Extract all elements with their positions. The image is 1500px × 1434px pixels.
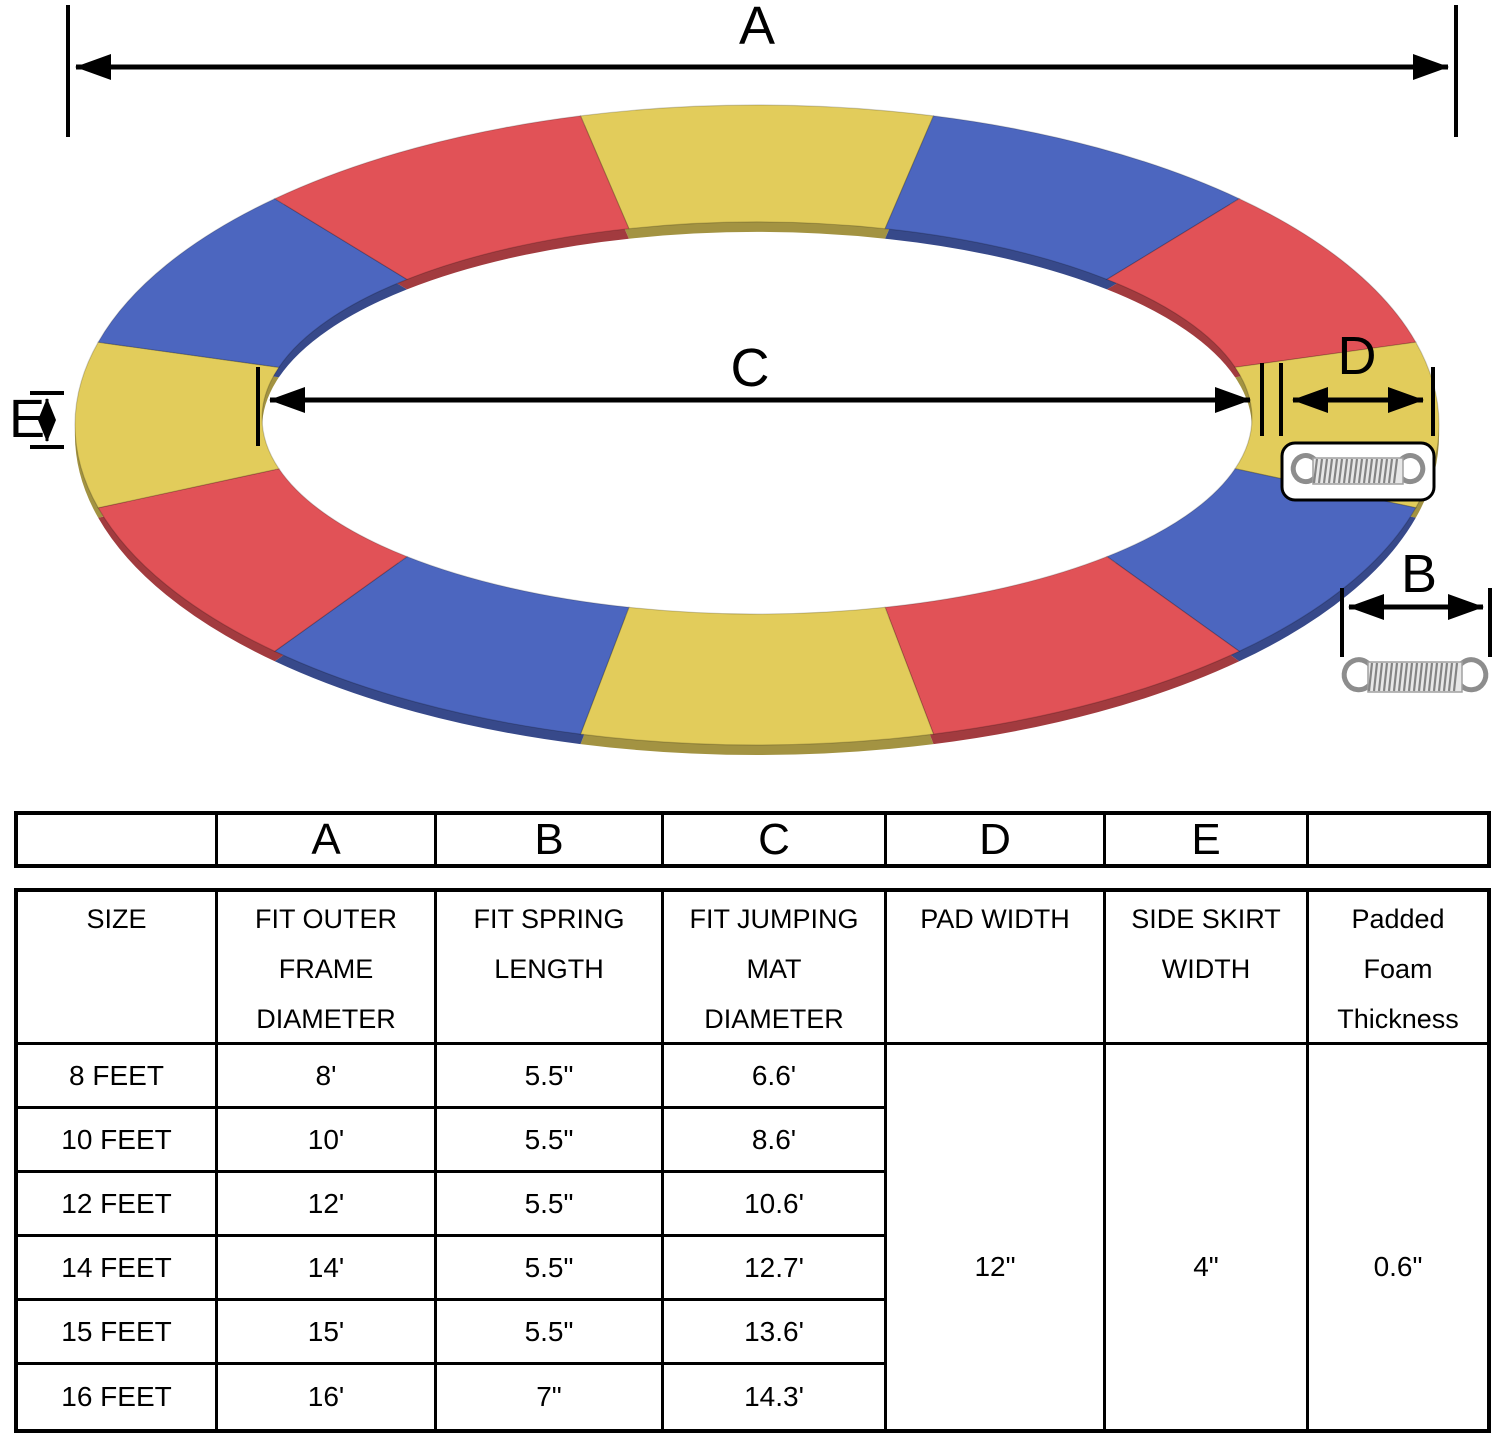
column-header-line: WIDTH bbox=[1161, 954, 1251, 984]
value-cell: 15' bbox=[218, 1301, 437, 1365]
column-header-cell: Padded Foam Thickness bbox=[1309, 892, 1487, 1045]
value-cell: 10.6' bbox=[664, 1173, 887, 1237]
size-cell: 14 FEET bbox=[18, 1237, 218, 1301]
value-cell: 14.3' bbox=[664, 1365, 887, 1429]
trampoline-pad-diagram: A C D E B bbox=[9, 0, 1492, 756]
dimension-e: E bbox=[9, 389, 64, 449]
dimension-b: B bbox=[1340, 544, 1492, 657]
trampoline-pad-ring bbox=[74, 104, 1440, 746]
column-header-line: FRAME bbox=[278, 954, 374, 984]
dimension-a: A bbox=[66, 0, 1458, 137]
size-cell: 10 FEET bbox=[18, 1109, 218, 1173]
dim-label-e: E bbox=[9, 389, 45, 449]
value-cell: 5.5" bbox=[437, 1173, 664, 1237]
letter-header-cell: D bbox=[887, 815, 1106, 865]
dimension-c: C bbox=[256, 338, 1264, 446]
dimension-d: D bbox=[1279, 326, 1435, 436]
value-cell: 14' bbox=[218, 1237, 437, 1301]
letter-header-cell: C bbox=[664, 815, 887, 865]
size-cell: 16 FEET bbox=[18, 1365, 218, 1429]
value-cell: 12' bbox=[218, 1173, 437, 1237]
size-cell: 8 FEET bbox=[18, 1045, 218, 1109]
value-cell: 8' bbox=[218, 1045, 437, 1109]
value-cell: 10' bbox=[218, 1109, 437, 1173]
size-cell: 15 FEET bbox=[18, 1301, 218, 1365]
column-header-cell: SIDE SKIRT WIDTH bbox=[1106, 892, 1309, 1045]
column-header-line: Padded bbox=[1351, 904, 1445, 934]
column-header-line: FIT SPRING bbox=[473, 904, 625, 934]
merged-value-cell: 0.6" bbox=[1373, 1251, 1423, 1282]
column-header-cell: SIZE bbox=[18, 892, 218, 1045]
spring-icon bbox=[1290, 453, 1426, 485]
size-table: SIZE FIT OUTER FRAME DIAMETER FIT SPRING LENG… bbox=[14, 888, 1491, 1433]
value-cell: 16' bbox=[218, 1365, 437, 1429]
merged-value-cell: 4" bbox=[1106, 1045, 1309, 1429]
column-header-line: DIAMETER bbox=[704, 1004, 844, 1034]
column-header-line: FIT JUMPING bbox=[689, 904, 859, 934]
column-header-cell: FIT OUTER FRAME DIAMETER bbox=[218, 892, 437, 1045]
value-cell: 5.5" bbox=[437, 1109, 664, 1173]
value-cell: 13.6' bbox=[664, 1301, 887, 1365]
column-header-cell: PAD WIDTH bbox=[887, 892, 1106, 1045]
column-header-line: PAD WIDTH bbox=[920, 904, 1070, 934]
merged-value-cell: 12" bbox=[887, 1045, 1106, 1429]
size-cell: 12 FEET bbox=[18, 1173, 218, 1237]
letter-header-cell bbox=[1309, 815, 1487, 865]
value-cell: 5.5" bbox=[437, 1045, 664, 1109]
letter-header-cell: A bbox=[218, 815, 437, 865]
spring-icon bbox=[1341, 657, 1489, 693]
column-header-line: Foam bbox=[1363, 954, 1433, 984]
dim-label-d: D bbox=[1338, 326, 1377, 386]
value-cell: 5.5" bbox=[437, 1237, 664, 1301]
column-header-line: SIDE SKIRT bbox=[1131, 904, 1281, 934]
column-header-cell: FIT JUMPING MAT DIAMETER bbox=[664, 892, 887, 1045]
letter-header-cell: B bbox=[437, 815, 664, 865]
column-header-line: FIT OUTER bbox=[254, 904, 397, 934]
column-header-line: MAT bbox=[746, 954, 802, 984]
dim-label-a: A bbox=[739, 0, 775, 56]
column-header-cell: FIT SPRING LENGTH bbox=[437, 892, 664, 1045]
letter-header-cell bbox=[18, 815, 218, 865]
dim-label-b: B bbox=[1401, 544, 1437, 604]
value-cell: 6.6' bbox=[664, 1045, 887, 1109]
value-cell: 5.5" bbox=[437, 1301, 664, 1365]
value-cell: 8.6' bbox=[664, 1109, 887, 1173]
dim-label-c: C bbox=[731, 338, 770, 398]
value-cell: 7" bbox=[437, 1365, 664, 1429]
column-header-line: Thickness bbox=[1337, 1004, 1459, 1034]
column-header-line: DIAMETER bbox=[256, 1004, 396, 1034]
column-header-line: LENGTH bbox=[494, 954, 604, 984]
value-cell: 12.7' bbox=[664, 1237, 887, 1301]
letter-header-cell: E bbox=[1106, 815, 1309, 865]
column-header-line: SIZE bbox=[86, 904, 147, 934]
